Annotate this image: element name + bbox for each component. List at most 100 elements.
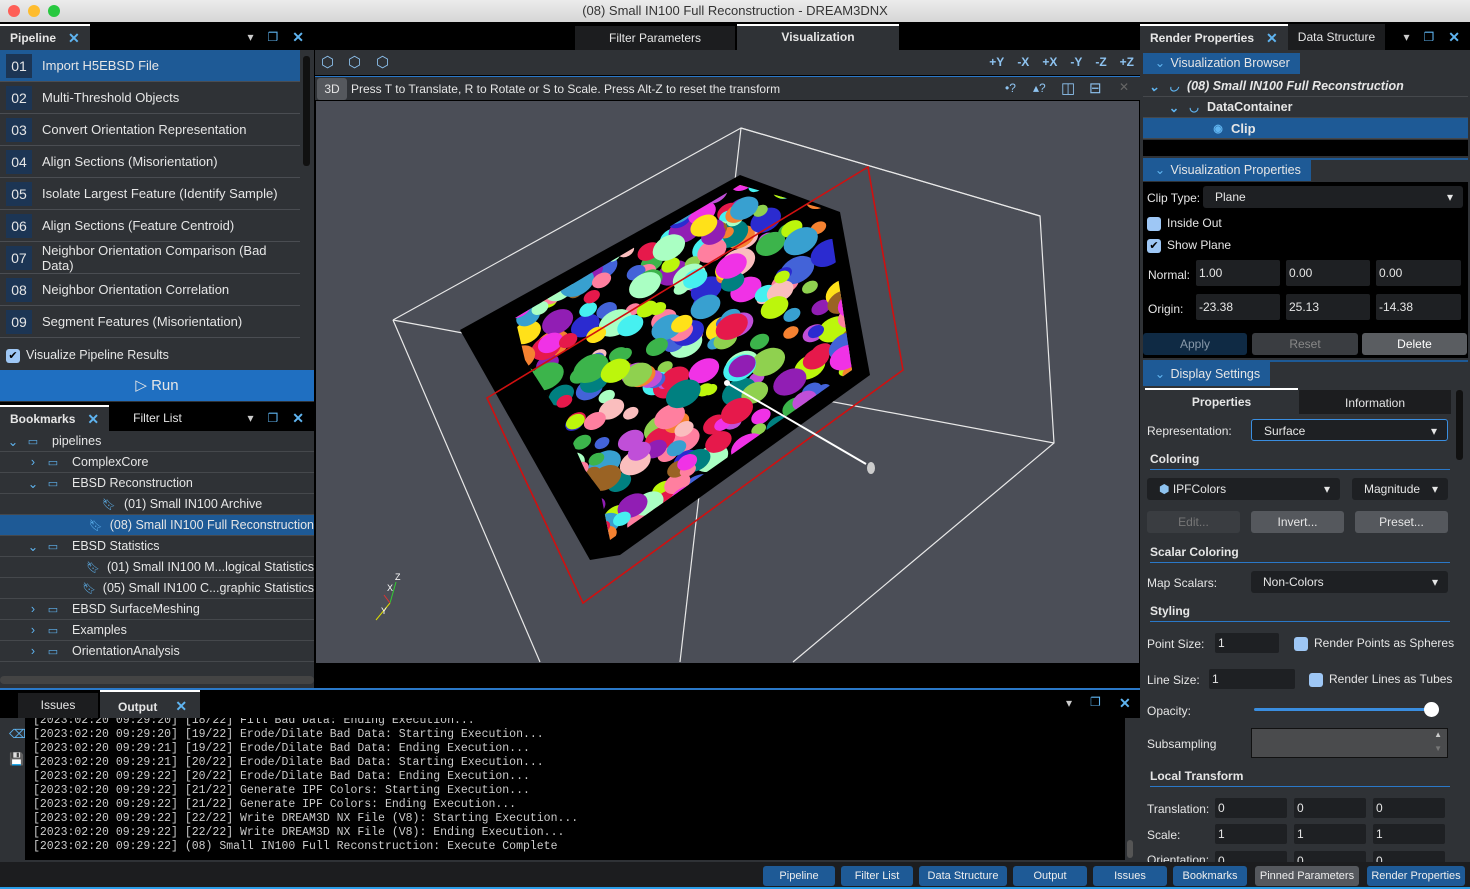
camera-view-button[interactable]: -Z [1095,55,1107,69]
split-horizontal-icon[interactable]: ⊟ [1089,80,1102,97]
float-icon[interactable]: ❐ [267,411,279,425]
point-pick-icon[interactable]: •? [1005,81,1016,95]
bookmark-tree-item[interactable]: 🔖︎ (08) Small IN100 Full Reconstruction [0,515,314,536]
normal-arrow-handle[interactable] [867,462,875,474]
scale-x-input[interactable]: 1 [1215,824,1287,844]
normal-z-input[interactable]: 0.00 [1376,260,1461,286]
chevron-down-icon[interactable]: ⌄ [27,539,39,554]
camera-view-button[interactable]: +Y [989,55,1005,69]
close-icon[interactable]: ✕ [292,29,304,45]
close-icon[interactable]: ✕ [1266,30,1278,46]
display-settings-header[interactable]: ⌄ Display Settings [1143,362,1270,386]
inside-out-checkbox[interactable]: Inside Out [1147,216,1222,231]
show-plane-checkbox[interactable]: ✔ Show Plane [1147,238,1231,253]
orientation-y-input[interactable]: 0 [1294,851,1366,862]
checkbox-unchecked[interactable] [1309,672,1323,687]
clip-type-dropdown[interactable]: Plane [1203,186,1463,208]
preset-colormap-button[interactable]: Preset... [1355,511,1448,533]
view-mode-button[interactable]: 3D [317,78,347,100]
close-icon[interactable]: ✕ [1448,29,1460,45]
camera-view-button[interactable]: +Z [1119,55,1134,69]
dock-button[interactable]: Data Structure [919,866,1007,886]
pipeline-item[interactable]: 01 Import H5EBSD File [0,50,300,82]
plane-origin-handle[interactable] [724,380,730,386]
chevron-down-icon[interactable]: ⌄ [27,476,39,491]
browser-item-clip[interactable]: ◉ Clip [1143,118,1468,139]
dock-button[interactable]: Render Properties [1367,866,1465,886]
spin-up-icon[interactable]: ▲ [1434,730,1442,739]
close-view-icon[interactable]: ✕ [1119,80,1130,94]
dock-button[interactable]: Bookmarks [1173,866,1247,886]
tab-filter-list[interactable]: Filter List [109,405,206,431]
clear-output-icon[interactable]: ⌫ [9,727,26,741]
bookmark-tree-item[interactable]: › ▭ ComplexCore [0,452,314,473]
visualization-browser-header[interactable]: ⌄ Visualization Browser [1143,53,1300,74]
tab-data-structure[interactable]: Data Structure [1287,24,1386,50]
save-output-icon[interactable]: 💾 [9,752,24,766]
checkbox-checked[interactable]: ✔ [1147,238,1161,253]
chevron-down-icon[interactable]: ⌄ [7,434,19,449]
bookmark-tree-item[interactable]: › ▭ Examples [0,620,314,641]
dock-button[interactable]: Filter List [841,866,913,886]
pipeline-item[interactable]: 03 Convert Orientation Representation [0,114,300,146]
spin-down-icon[interactable]: ▼ [1434,744,1442,753]
checkbox-unchecked[interactable] [1294,636,1308,651]
dock-button[interactable]: Pinned Parameters [1255,866,1359,886]
bookmark-tree-item[interactable]: › ▭ OrientationAnalysis [0,641,314,662]
render-tubes-checkbox[interactable]: Render Lines as Tubes [1309,672,1452,687]
translation-x-input[interactable]: 0 [1215,798,1287,818]
pipeline-item[interactable]: 07 Neighbor Orientation Comparison (Bad D… [0,242,300,274]
reset-button[interactable]: Reset [1252,333,1358,355]
eye-closed-icon[interactable]: ◡ [1169,80,1179,93]
scrollbar[interactable] [303,56,310,166]
chevron-right-icon[interactable]: › [30,623,36,637]
delete-button[interactable]: Delete [1362,333,1467,355]
dock-button[interactable]: Output [1013,866,1087,886]
checkbox-checked[interactable]: ✔ [6,348,20,363]
dock-button[interactable]: Pipeline [763,866,835,886]
translation-y-input[interactable]: 0 [1294,798,1366,818]
dropdown-icon[interactable]: ▾ [1066,696,1073,710]
eye-closed-icon[interactable]: ◡ [1189,101,1199,114]
pipeline-item[interactable]: 05 Isolate Largest Feature (Identify Samp… [0,178,300,210]
split-vertical-icon[interactable]: ◫ [1061,80,1076,97]
3d-viewport[interactable]: Z X Y [316,101,1139,663]
browser-item-datacontainer[interactable]: ⌄ ◡ DataContainer [1143,97,1468,118]
origin-y-input[interactable]: 25.13 [1286,294,1370,320]
dock-button[interactable]: Issues [1093,866,1167,886]
cube-view-icon[interactable]: ⬡ [348,54,362,71]
representation-dropdown[interactable]: Surface [1251,419,1448,442]
visualization-properties-header[interactable]: ⌄ Visualization Properties [1143,160,1311,181]
bookmark-tree-item[interactable]: 🔖︎ (01) Small IN100 M...logical Statistic… [0,557,314,578]
clip-plane-outline[interactable] [485,165,904,605]
render-spheres-checkbox[interactable]: Render Points as Spheres [1294,636,1454,651]
close-icon[interactable]: ✕ [175,698,188,714]
bookmark-tree-item[interactable]: 🔖︎ (01) Small IN100 Archive [0,494,314,515]
pipeline-item[interactable]: 09 Segment Features (Misorientation) [0,306,300,338]
float-icon[interactable]: ❐ [267,30,279,44]
tab-properties[interactable]: Properties [1145,388,1298,414]
opacity-slider[interactable] [1254,708,1439,711]
scale-z-input[interactable]: 1 [1373,824,1445,844]
float-icon[interactable]: ❐ [1423,30,1435,44]
normal-x-input[interactable]: 1.00 [1196,260,1280,286]
run-button[interactable]: ▷ Run [0,370,314,401]
cube-view-icon[interactable]: ⬡ [321,54,335,71]
cell-pick-icon[interactable]: ▴? [1033,81,1046,95]
bookmark-tree-item[interactable]: › ▭ EBSD SurfaceMeshing [0,599,314,620]
line-size-input[interactable]: 1 [1209,669,1295,689]
camera-view-button[interactable]: -Y [1070,55,1083,69]
tab-filter-parameters[interactable]: Filter Parameters [575,26,735,50]
close-icon[interactable]: ✕ [1119,695,1131,711]
apply-button[interactable]: Apply [1143,333,1247,355]
pipeline-item[interactable]: 04 Align Sections (Misorientation) [0,146,300,178]
opacity-slider-handle[interactable] [1424,702,1439,717]
dropdown-icon[interactable]: ▾ [247,411,254,425]
close-icon[interactable]: ✕ [68,30,80,46]
translation-z-input[interactable]: 0 [1373,798,1445,818]
plane-normal-widget[interactable] [726,382,867,465]
scrollbar[interactable] [1456,390,1463,460]
map-scalars-dropdown[interactable]: Non-Colors [1251,571,1448,593]
subsampling-spinbox[interactable]: ▲ ▼ [1251,728,1448,758]
tab-visualization[interactable]: Visualization [737,24,899,50]
